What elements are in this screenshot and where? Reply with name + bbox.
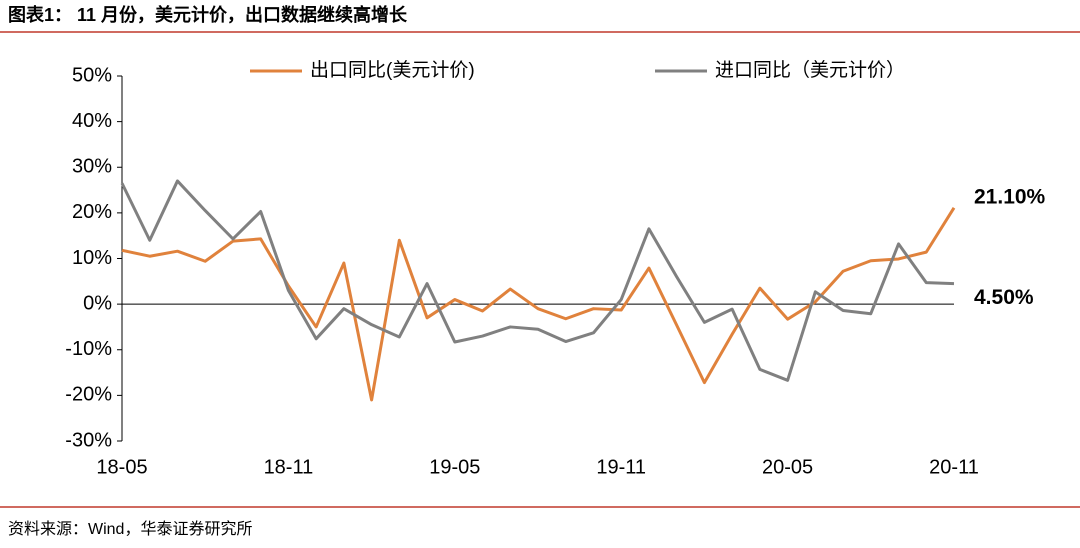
- series-line: [121, 207, 956, 402]
- x-tick-label: 19-05: [429, 456, 480, 478]
- legend-label: 进口同比（美元计价）: [715, 59, 905, 81]
- y-tick-label: 20%: [72, 201, 112, 223]
- y-tick-label: 40%: [72, 110, 112, 132]
- source-note: 资料来源：Wind，华泰证券研究所: [8, 520, 252, 538]
- y-tick-label: 10%: [72, 247, 112, 269]
- x-tick-label: 20-05: [762, 456, 813, 478]
- data-label: 4.50%: [974, 286, 1034, 309]
- x-tick-label: 20-11: [929, 456, 979, 478]
- series-line: [120, 179, 955, 382]
- y-tick-label: -10%: [65, 338, 112, 360]
- y-tick-label: 50%: [72, 64, 112, 86]
- y-tick-label: 30%: [72, 156, 112, 178]
- x-tick-label: 18-11: [264, 456, 314, 478]
- legend-label: 出口同比(美元计价): [310, 59, 475, 81]
- y-tick-label: 0%: [83, 292, 112, 314]
- x-tick-label: 19-11: [596, 456, 646, 478]
- data-label: 21.10%: [974, 185, 1046, 208]
- x-tick-label: 18-05: [96, 456, 147, 478]
- y-tick-label: -30%: [65, 429, 112, 451]
- y-tick-label: -20%: [65, 384, 112, 406]
- chart-title: 图表1： 11 月份，美元计价，出口数据继续高增长: [8, 4, 408, 25]
